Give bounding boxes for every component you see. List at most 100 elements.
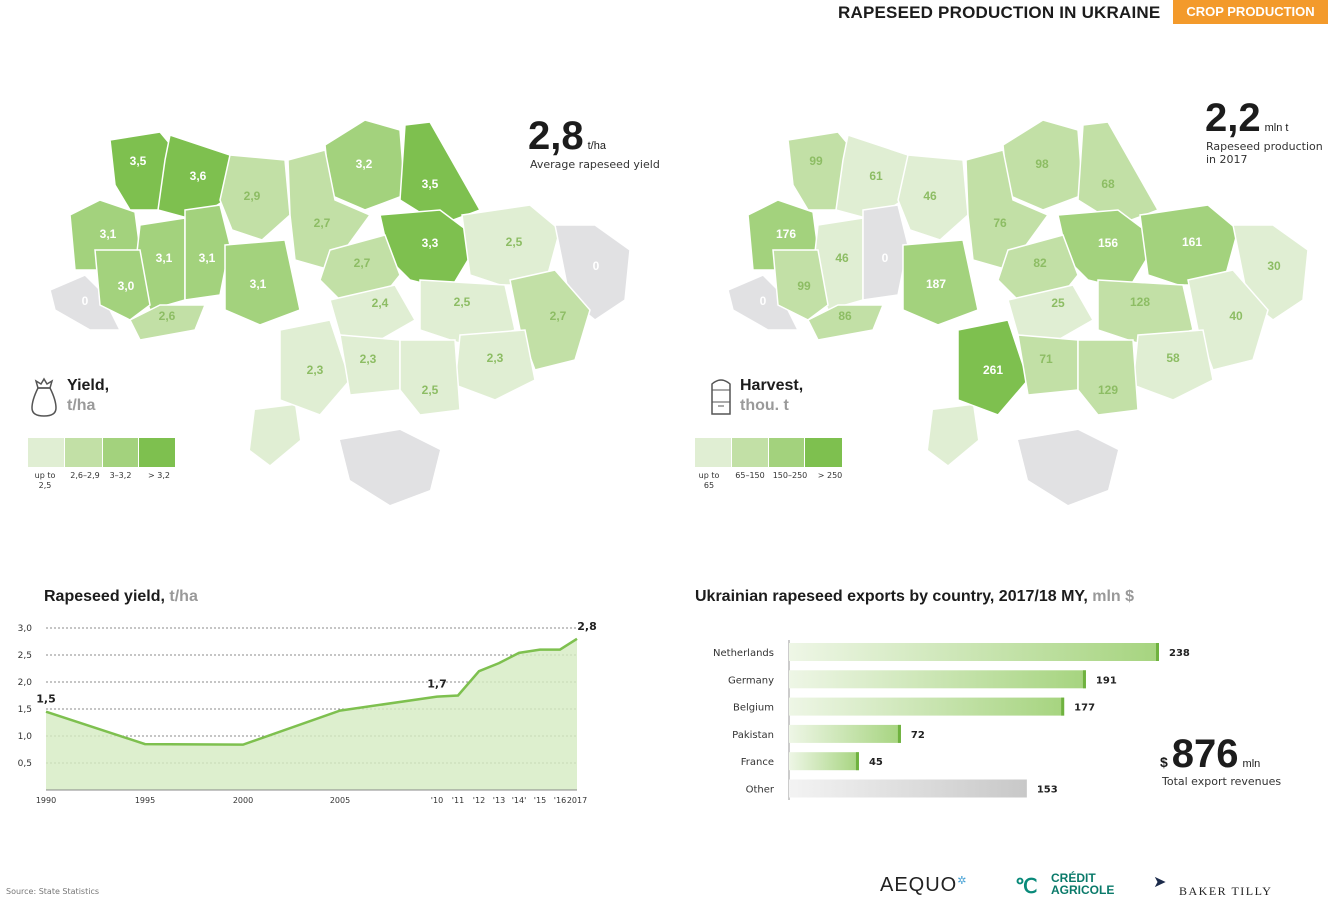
map-region — [965, 149, 1050, 271]
map-region — [957, 319, 1029, 416]
bar — [789, 643, 1159, 661]
section-badge: CROP PRODUCTION — [1173, 0, 1328, 24]
y-tick-label: 1,5 — [18, 705, 32, 715]
legend-swatch — [28, 438, 64, 467]
region-label: 2,3 — [307, 363, 324, 377]
map-region — [128, 304, 207, 341]
x-tick-label: 2005 — [330, 796, 350, 805]
region-label: 187 — [926, 277, 946, 291]
x-tick-label: '16 — [554, 796, 566, 805]
region-label: 3,1 — [156, 251, 173, 265]
region-label: 61 — [869, 169, 883, 183]
region-label: 2,3 — [360, 352, 377, 366]
region-label: 3,1 — [199, 251, 216, 265]
yield-legend-title: Yield, t/ha — [67, 377, 110, 414]
value-label: 153 — [1037, 785, 1058, 796]
region-label: 99 — [797, 279, 811, 293]
region-label: 3,2 — [356, 157, 373, 171]
y-tick-label: 0,5 — [18, 759, 32, 769]
harvest-total-value: 2,2 mln t — [1205, 96, 1289, 140]
region-label: 58 — [1166, 351, 1180, 365]
region-label: 3,5 — [422, 177, 439, 191]
region-label: 128 — [1130, 295, 1150, 309]
region-label: 3,3 — [422, 236, 439, 250]
legend-swatch — [769, 438, 804, 467]
category-label: Netherlands — [713, 648, 774, 659]
yield-chart-title: Rapeseed yield, t/ha — [44, 588, 198, 605]
bag-icon — [31, 377, 57, 417]
map-region — [902, 239, 979, 326]
region-label: 156 — [1098, 236, 1118, 250]
region-label: 129 — [1098, 383, 1118, 397]
region-label: 0 — [760, 294, 767, 308]
region-label: 2,3 — [487, 351, 504, 365]
region-label: 3,5 — [130, 154, 147, 168]
x-tick-label: '11 — [452, 796, 464, 805]
region-label: 98 — [1035, 157, 1049, 171]
total-exports-caption: Total export revenues — [1162, 775, 1282, 788]
y-tick-label: 1,0 — [18, 732, 33, 742]
legend-swatch — [65, 438, 102, 467]
crimea-region — [340, 430, 440, 505]
bar-cap — [855, 752, 859, 771]
map-region — [1132, 329, 1214, 401]
page-title: RAPESEED PRODUCTION IN UKRAINE — [838, 3, 1161, 22]
value-label: 191 — [1096, 675, 1117, 686]
map-region — [399, 339, 461, 416]
average-yield-value: 2,8 t/ha — [528, 114, 606, 158]
map-region — [1077, 339, 1139, 416]
harvest-total-caption: Rapeseed production in 2017 — [1206, 140, 1323, 166]
region-label: 46 — [923, 189, 937, 203]
map-region — [329, 284, 417, 341]
x-tick-label: '15 — [534, 796, 546, 805]
aequo-logo: AEQUO✲ — [880, 874, 968, 896]
region-label: 2,4 — [372, 296, 389, 310]
category-label: Belgium — [733, 703, 774, 714]
x-tick-label: 1995 — [135, 796, 155, 805]
region-label: 0 — [82, 294, 89, 308]
value-label: 238 — [1169, 648, 1190, 659]
category-label: Germany — [728, 675, 774, 686]
value-label: 45 — [869, 757, 883, 768]
region-label: 82 — [1033, 256, 1047, 270]
x-tick-label: '13 — [493, 796, 505, 805]
category-label: France — [741, 757, 774, 768]
x-tick-label: 1990 — [36, 796, 56, 805]
legend-swatch — [695, 438, 731, 467]
region-label: 25 — [1051, 296, 1065, 310]
region-label: 0 — [882, 251, 889, 265]
y-tick-label: 2,5 — [18, 651, 32, 661]
bar — [789, 670, 1086, 689]
region-label: 2,6 — [159, 309, 176, 323]
legend-label: up to 65 — [698, 471, 720, 490]
data-label: 1,7 — [427, 678, 447, 691]
map-region — [928, 405, 978, 465]
legend-label: 2,6–2,9 — [70, 471, 100, 480]
region-label: 2,5 — [454, 295, 471, 309]
region-label: 2,5 — [422, 383, 439, 397]
bar-cap — [1061, 697, 1065, 716]
region-label: 2,9 — [244, 189, 261, 203]
yield-area — [46, 638, 577, 790]
region-label: 68 — [1101, 177, 1115, 191]
value-label: 177 — [1074, 703, 1095, 714]
exports-chart-title: Ukrainian rapeseed exports by country, 2… — [695, 588, 1135, 605]
region-label: 2,7 — [550, 309, 567, 323]
bar — [789, 779, 1027, 798]
legend-label: 150–250 — [772, 471, 808, 480]
harvest-legend-title: Harvest, thou. t — [740, 377, 804, 414]
exports-bar-chart: Netherlands 238 Germany 191 Belgium 177 Pakist… — [713, 640, 1190, 800]
map-region — [897, 154, 969, 241]
value-label: 72 — [911, 730, 925, 741]
map-region — [1007, 284, 1095, 341]
region-label: 176 — [776, 227, 796, 241]
map-region — [727, 274, 800, 331]
legend-swatch — [732, 438, 768, 467]
source-note: Source: State Statistics — [6, 887, 100, 896]
data-label: 2,8 — [577, 620, 597, 633]
map-region — [287, 149, 372, 271]
region-label: 86 — [838, 309, 852, 323]
bar-cap — [897, 724, 901, 743]
